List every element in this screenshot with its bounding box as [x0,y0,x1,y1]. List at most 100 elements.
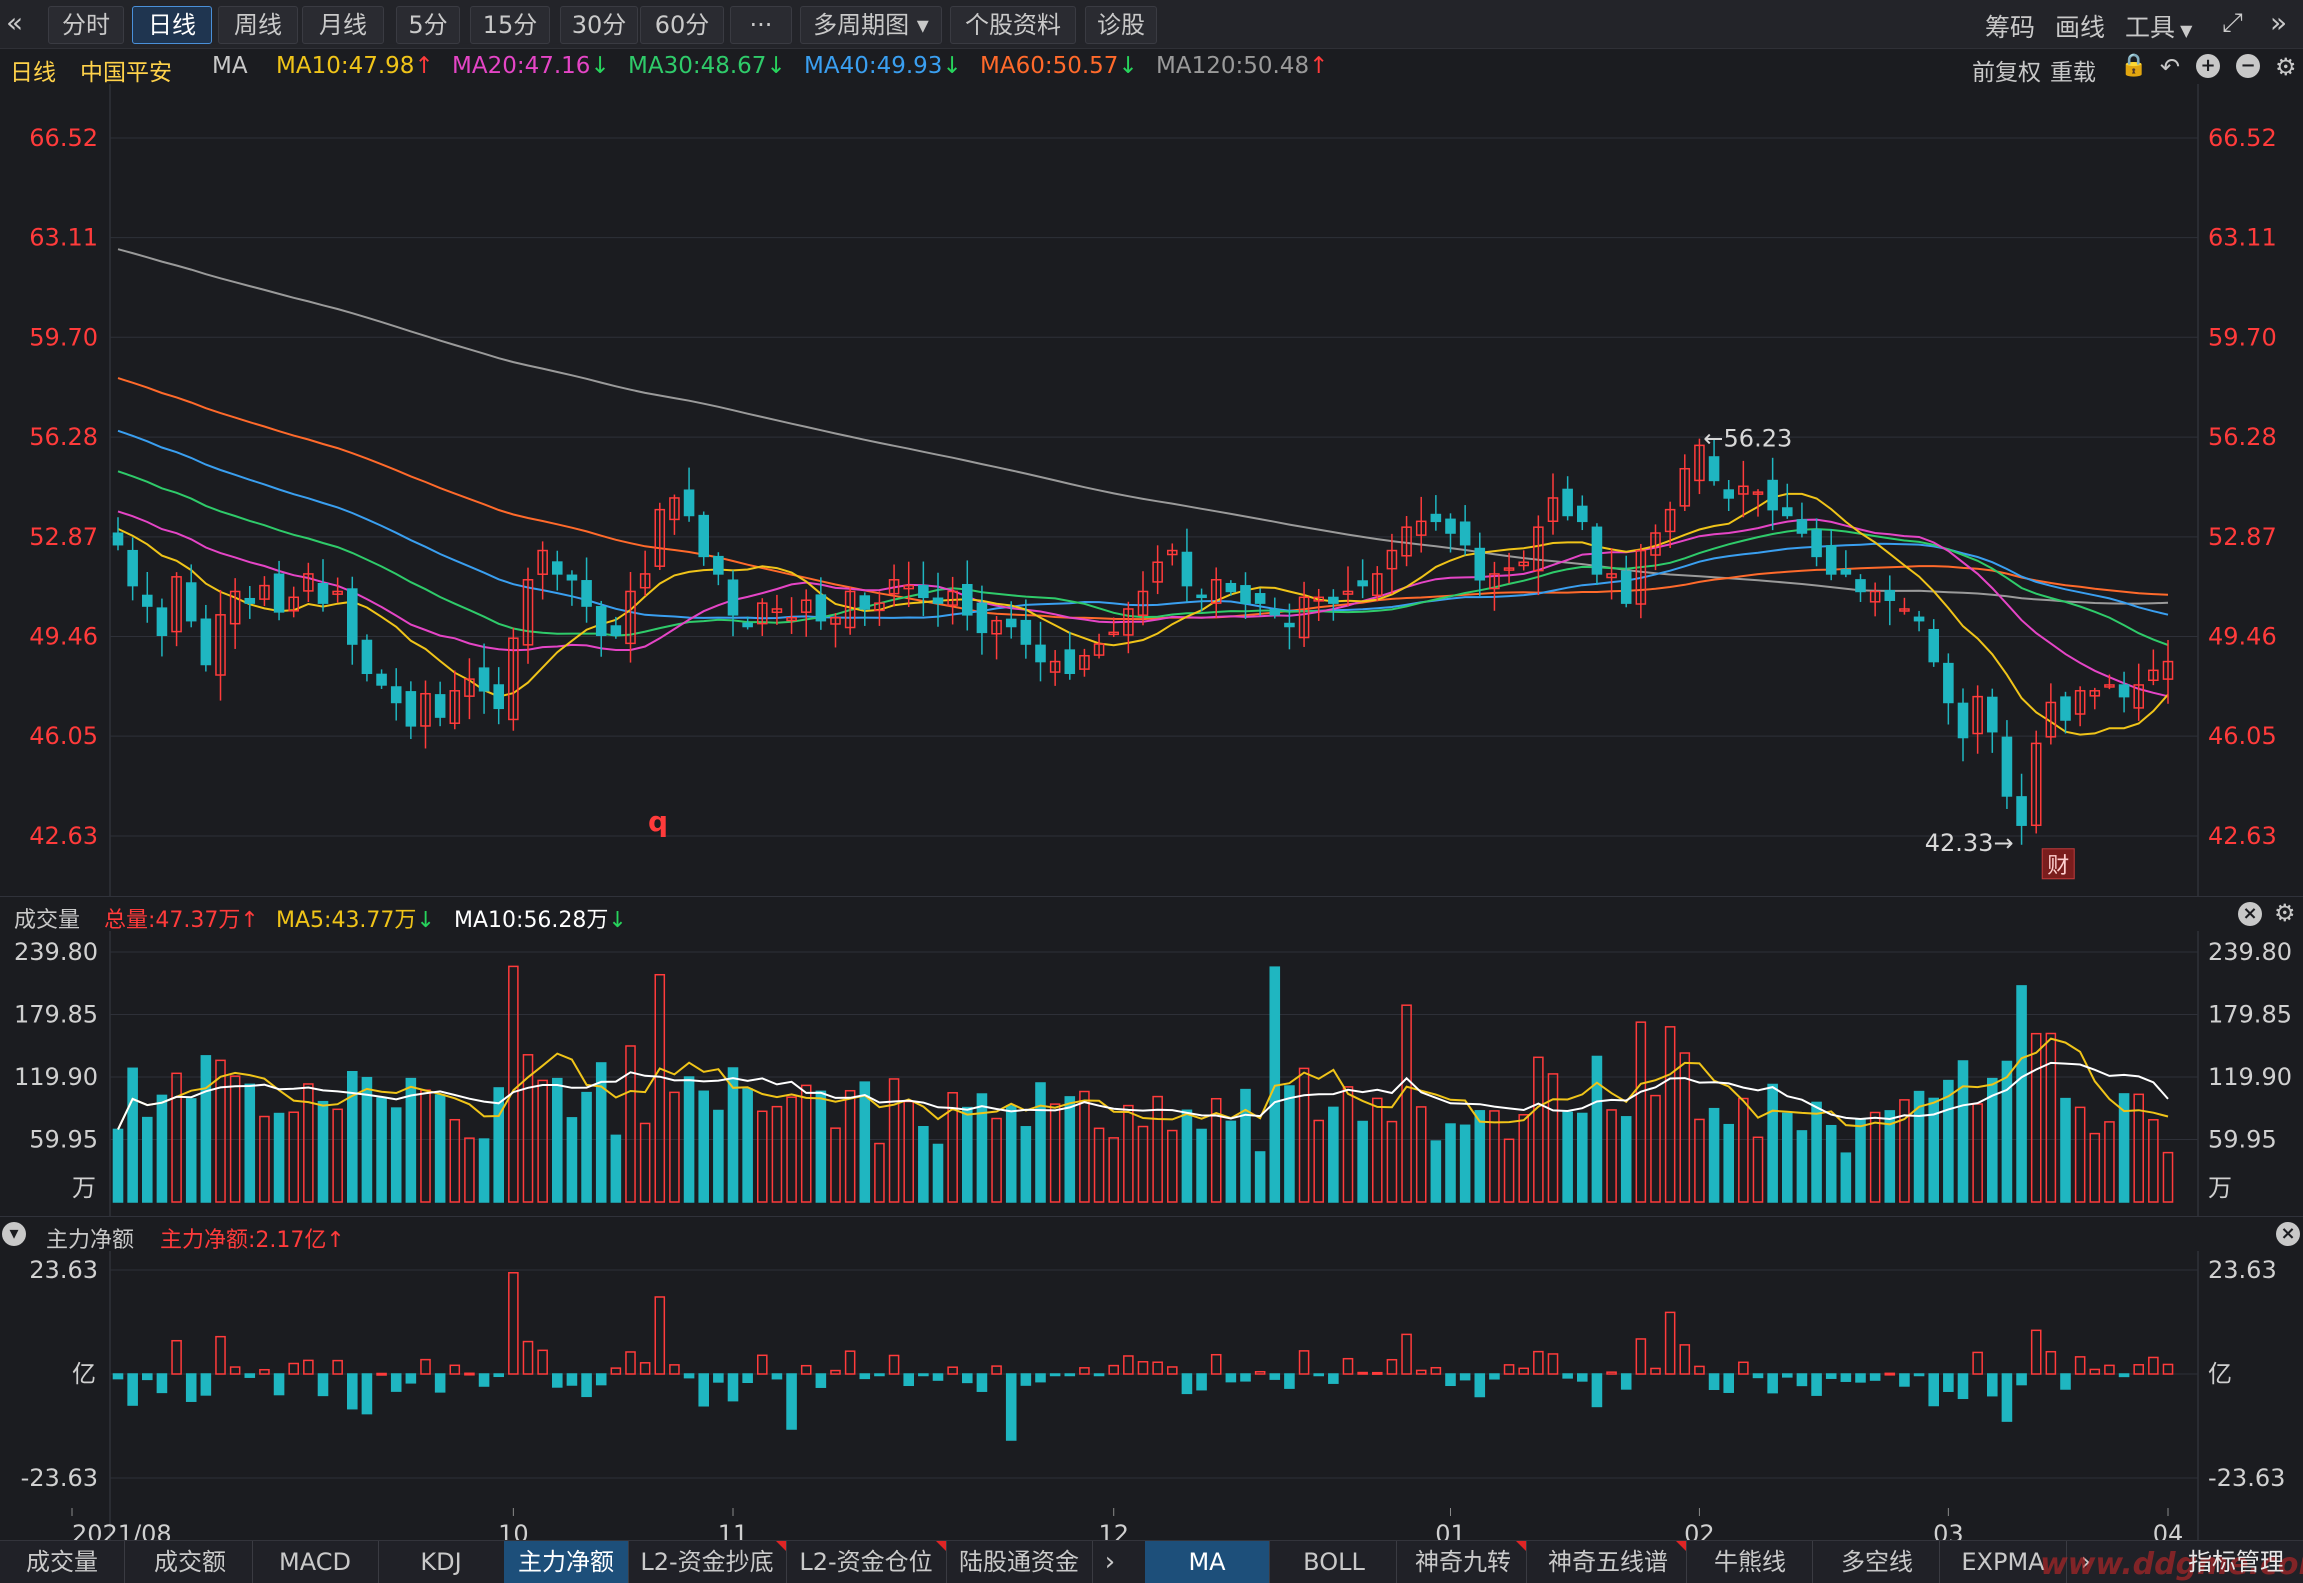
fund-bar [1869,1373,1881,1381]
price-tick-left: 46.05 [29,722,98,750]
volume-bar [317,1100,329,1203]
lock-icon[interactable]: 🔒 [2120,53,2148,78]
fullscreen-icon[interactable]: ⤢ [2222,8,2243,38]
overlay-tab-3[interactable]: 神奇九转 [1400,1541,1527,1583]
fund-bar [2001,1373,2013,1422]
double-chevron-right-icon[interactable]: » [2270,6,2288,39]
volume-bar [1781,1112,1793,1203]
stock-chart[interactable]: 66.52 66.52 63.11 63.11 59.70 59.70 56.28 56.28… [0,84,2303,1540]
finance-badge [2041,848,2075,880]
tools-button[interactable]: 工具 ▼ [2125,8,2192,44]
fund-bar [1342,1357,1354,1375]
candle-body [1503,567,1515,571]
fund-bar [376,1372,387,1376]
stock-name[interactable]: 中国平安 [80,60,172,86]
tab-8[interactable]: 60分 [640,6,724,44]
volume-bar [2148,1119,2159,1203]
fund-bar [244,1373,256,1378]
tab-2[interactable]: 日线 [132,6,212,44]
overlay-button[interactable]: 重载 [2050,60,2096,86]
volume-bar [1386,1120,1398,1203]
indicator-tab-1[interactable]: 成交量 [0,1541,125,1583]
indicator-tab-2[interactable]: 成交额 [128,1541,253,1583]
tab-4[interactable]: 月线 [302,6,384,44]
candle-body [1620,570,1632,604]
indicator-tab-3[interactable]: MACD [252,1541,379,1583]
fund-bar [1972,1351,1983,1375]
tab-5[interactable]: 5分 [396,6,460,44]
overlay-tab-2[interactable]: BOLL [1272,1541,1397,1583]
undo-icon[interactable]: ↶ [2160,53,2181,81]
zoom-in-icon[interactable]: + [2196,54,2220,78]
overlay-tab-6[interactable]: 多空线 [1815,1541,1940,1583]
indicator-tab-6[interactable]: L2-资金抄底 [628,1541,787,1583]
candle-body [786,616,797,622]
fund-bar [361,1373,373,1415]
chip-button[interactable]: 筹码 [1985,13,2036,42]
tab-1[interactable]: 分时 [48,6,124,44]
indicator-tab-label: L2-资金抄底 [640,1548,774,1576]
overlay-tab-1[interactable]: MA [1145,1541,1270,1583]
gear-icon[interactable]: ⚙ [2275,53,2297,81]
indicator-name[interactable]: MA [212,53,248,79]
volume-bar [1225,1120,1237,1203]
overlay-tab-7[interactable]: EXPMA [1940,1541,2067,1583]
overlay-tab-5[interactable]: 牛熊线 [1688,1541,1813,1583]
candle-body [537,549,548,575]
fund-bar [961,1373,973,1384]
tab-9[interactable]: ··· [730,6,792,44]
gear-icon[interactable]: ⚙ [2274,899,2296,927]
fund-bar [1166,1366,1178,1375]
close-icon[interactable]: × [2238,902,2262,926]
candle-body [595,606,607,637]
ma10-text: MA10:47.98 [276,53,415,79]
volume-bar [844,1089,856,1203]
new-badge-icon [776,1541,786,1551]
indicator-tab-4[interactable]: KDJ [378,1541,505,1583]
volume-bar [610,1134,622,1203]
x-tick-label: 11 [718,1520,749,1540]
fund-bar [1752,1373,1764,1379]
indicator-tab-8[interactable]: 陆股通资金 [946,1541,1093,1583]
tab-10[interactable]: 多周期图 ▾ [800,6,942,44]
fund-bar [1518,1367,1530,1375]
indicator-tab-7[interactable]: L2-资金仓位 [786,1541,947,1583]
tab-6[interactable]: 15分 [470,6,550,44]
candle-body [1430,513,1442,523]
fund-bar [1079,1367,1090,1375]
candle-body [1489,573,1500,590]
indicator-tab-5[interactable]: 主力净额 [504,1541,629,1583]
close-icon[interactable]: × [2276,1222,2300,1246]
volume-bar [508,965,519,1203]
chevron-right-icon[interactable]: › [2080,1547,2092,1577]
collapse-icon[interactable]: ▾ [2,1222,26,1246]
candle-body [449,690,461,724]
tab-7[interactable]: 30分 [560,6,638,44]
volume-bar [742,1088,753,1203]
fund-bar [141,1373,153,1381]
fund-tick-right: 23.63 [2208,1256,2277,1284]
candle-body [127,549,138,587]
volume-bar [2030,1032,2042,1203]
fund-bar [1738,1361,1749,1375]
indicator-manage-button[interactable]: 指标管理 [2188,1548,2284,1576]
fund-bar [713,1373,724,1383]
tab-12[interactable]: 诊股 [1085,6,1157,44]
zoom-out-icon[interactable]: − [2236,54,2260,78]
candle-body [2133,684,2145,709]
tab-11[interactable]: 个股资料 [950,6,1076,44]
volume-bar [551,1077,563,1203]
fund-bar [1650,1367,1661,1375]
chevron-right-icon[interactable]: › [1104,1547,1116,1577]
adjust-button[interactable]: 前复权 [1972,60,2041,86]
fund-bar [537,1349,548,1375]
candle-body [1928,628,1940,663]
fund-bar [566,1373,578,1386]
double-chevron-left-icon[interactable]: « [6,6,24,39]
fund-bar [1664,1311,1676,1375]
overlay-tab-4[interactable]: 神奇五线谱 [1530,1541,1687,1583]
draw-button[interactable]: 画线 [2055,13,2106,42]
tab-3[interactable]: 周线 [218,6,298,44]
ma10-line [117,492,2169,736]
volume-bar [1679,1052,1691,1203]
